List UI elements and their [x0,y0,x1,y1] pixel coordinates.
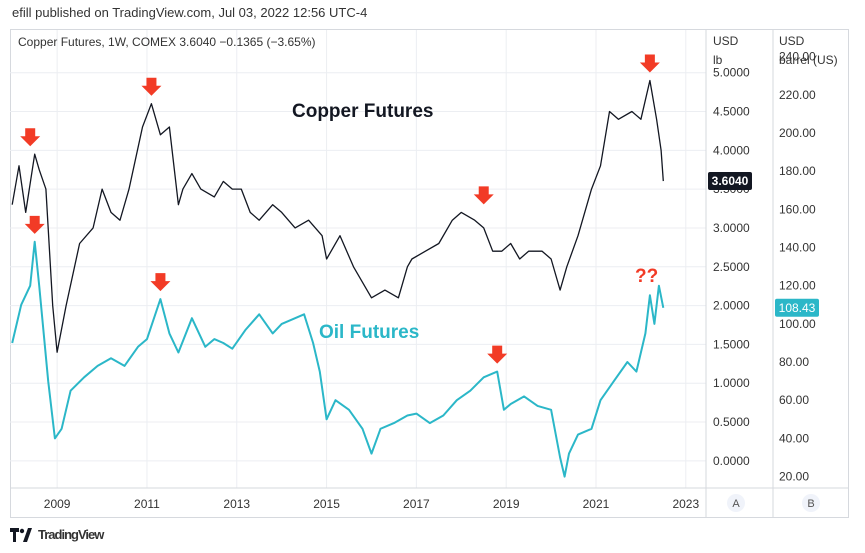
oil-last-value-label: 108.43 [779,301,816,315]
left-tick-label: 2.0000 [713,299,750,313]
right-tick-label: 180.00 [779,164,816,178]
peak-arrows [20,54,660,364]
footer-brand[interactable]: TradingView [38,527,104,542]
peak-arrow [639,54,660,73]
copper-last-value-label: 3.6040 [712,174,749,188]
tradingview-logo-icon [10,527,32,542]
chart-frame [10,29,849,518]
copper-last-value-badge [708,172,752,191]
right-tick-label: 220.00 [779,88,816,102]
right-axis-unit-1: USD [779,34,805,48]
peak-arrow [487,345,508,364]
right-tick-label: 60.00 [779,393,809,407]
right-tick-label: 240.00 [779,50,816,64]
axis-button-left-label: A [732,498,740,510]
oil-annotation: Oil Futures [319,322,419,343]
oil-last-value-badge [775,298,819,317]
right-axis-unit-2: barrel (US) [779,53,838,67]
left-tick-label: 2.5000 [713,260,750,274]
left-tick-label: 1.0000 [713,376,750,390]
right-tick-label: 80.00 [779,355,809,369]
question-annotation: ?? [635,266,658,287]
left-tick-label: 5.0000 [713,66,750,80]
axis-button-right-label: B [807,498,814,510]
copper-annotation: Copper Futures [292,101,433,122]
publisher-line: efill published on TradingView.com, Jul … [12,5,368,20]
left-tick-label: 0.5000 [713,415,750,429]
left-tick-label: 1.5000 [713,337,750,351]
x-tick-label: 2013 [223,497,250,511]
peak-arrow [473,186,494,205]
x-tick-label: 2009 [44,497,71,511]
peak-arrow [20,128,41,147]
right-tick-label: 40.00 [779,431,809,445]
right-tick-label: 120.00 [779,279,816,293]
axis-lines [10,30,849,518]
left-axis-unit-1: USD [713,34,739,48]
oil-series-line [11,240,665,478]
peak-arrow [141,77,162,96]
x-tick-label: 2017 [403,497,430,511]
right-tick-label: 20.00 [779,470,809,484]
copper-series-line [11,79,664,353]
axis-button-left[interactable]: A [727,494,745,512]
right-tick-label: 160.00 [779,202,816,216]
left-tick-label: 0.0000 [713,454,750,468]
footer: TradingView [10,527,104,542]
x-axis-ticks: 2009 2011 2013 2015 2017 2019 2021 2023 [44,497,700,511]
x-tick-label: 2021 [583,497,610,511]
x-tick-label: 2015 [313,497,340,511]
right-tick-label: 200.00 [779,126,816,140]
last-value-labels: 3.6040 108.43 [708,172,819,317]
peak-arrow [24,215,45,234]
grid [10,30,706,488]
x-tick-label: 2011 [134,497,160,511]
series-layer [11,79,665,478]
right-tick-label: 100.00 [779,317,816,331]
left-tick-label: 4.0000 [713,143,750,157]
left-tick-label: 4.5000 [713,105,750,119]
left-axis-ticks: 5.00004.50004.00003.50003.00002.50002.00… [713,66,750,468]
right-axis-ticks: 240.00 220.00 200.00 180.00 160.00 140.00 120.… [779,50,816,484]
x-tick-label: 2023 [672,497,699,511]
axis-button-right[interactable]: B [802,494,820,512]
symbol-line: Copper Futures, 1W, COMEX 3.6040 −0.1365… [18,35,316,49]
x-tick-label: 2019 [493,497,520,511]
peak-arrow [150,273,171,292]
right-tick-label: 140.00 [779,241,816,255]
left-tick-label: 3.0000 [713,221,750,235]
left-axis-unit-2: lb [713,53,723,67]
